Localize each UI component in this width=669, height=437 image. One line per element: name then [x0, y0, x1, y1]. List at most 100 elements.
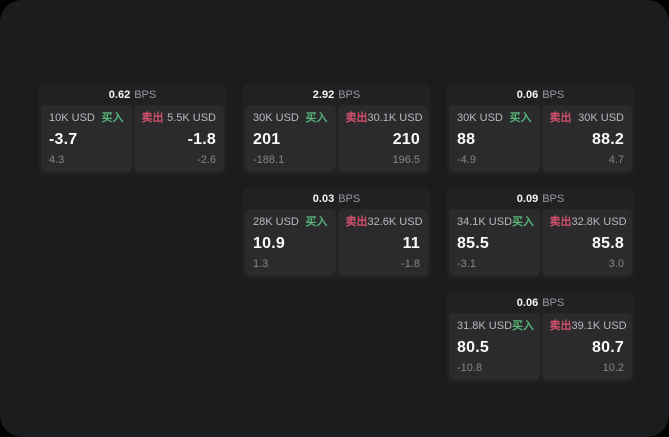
buy-side-label: 买入 [509, 112, 532, 124]
sell-price: 85.8 [592, 234, 624, 252]
buy-panel[interactable]: 30K USD 买入 88 -4.9 [449, 105, 540, 172]
sell-delta: -2.6 [197, 154, 216, 166]
sell-panel[interactable]: 卖出 32.8K USD 85.8 3.0 [541, 209, 632, 276]
buy-delta: -10.8 [457, 362, 483, 374]
bps-unit-label: BPS [542, 88, 565, 101]
quote-card: 0.06 BPS 31.8K USD 买入 80.5 -10.8 卖出 39.1… [446, 292, 635, 383]
sell-panel-header: 卖出 30.1K USD [345, 112, 423, 124]
buy-side-label: 买入 [305, 216, 328, 228]
sell-price: -1.8 [187, 130, 216, 148]
buy-side-label: 买入 [512, 216, 535, 228]
buy-delta: 1.3 [253, 258, 269, 270]
buy-price: 85.5 [457, 234, 489, 252]
buy-side-label: 买入 [305, 112, 328, 124]
quote-panels: 31.8K USD 买入 80.5 -10.8 卖出 39.1K USD 80.… [449, 313, 632, 380]
sell-panel-header: 卖出 5.5K USD [142, 112, 217, 124]
sell-amount: 39.1K USD [571, 320, 627, 332]
buy-panel[interactable]: 28K USD 买入 10.9 1.3 [245, 209, 336, 276]
bps-unit-label: BPS [338, 192, 361, 205]
quote-panels: 10K USD 买入 -3.7 4.3 卖出 5.5K USD -1.8 -2.… [41, 105, 224, 172]
card-header: 0.06 BPS [449, 292, 632, 313]
bps-value: 0.06 [516, 296, 539, 309]
buy-amount: 28K USD [253, 216, 299, 228]
bps-value: 0.62 [108, 88, 131, 101]
buy-side-label: 买入 [512, 320, 535, 332]
sell-panel[interactable]: 卖出 5.5K USD -1.8 -2.6 [133, 105, 224, 172]
buy-panel[interactable]: 10K USD 买入 -3.7 4.3 [41, 105, 132, 172]
sell-amount: 30.1K USD [367, 112, 423, 124]
bps-unit-label: BPS [542, 296, 565, 309]
bps-value: 0.03 [312, 192, 335, 205]
buy-amount: 30K USD [457, 112, 503, 124]
buy-panel-header: 30K USD 买入 [457, 112, 532, 124]
card-header: 0.03 BPS [245, 188, 428, 209]
buy-delta: -4.9 [457, 154, 476, 166]
card-header: 0.06 BPS [449, 84, 632, 105]
quote-card: 0.06 BPS 30K USD 买入 88 -4.9 卖出 30K USD 8… [446, 84, 635, 175]
sell-price: 80.7 [592, 338, 624, 356]
buy-panel-header: 30K USD 买入 [253, 112, 328, 124]
buy-amount: 30K USD [253, 112, 299, 124]
sell-side-label: 卖出 [345, 112, 368, 124]
buy-panel[interactable]: 34.1K USD 买入 85.5 -3.1 [449, 209, 540, 276]
sell-panel[interactable]: 卖出 32.6K USD 11 -1.8 [337, 209, 428, 276]
sell-panel-header: 卖出 32.8K USD [549, 216, 627, 228]
card-header: 0.62 BPS [41, 84, 224, 105]
buy-panel-header: 34.1K USD 买入 [457, 216, 535, 228]
sell-panel[interactable]: 卖出 30K USD 88.2 4.7 [541, 105, 632, 172]
cards-grid: 0.62 BPS 10K USD 买入 -3.7 4.3 卖出 5.5K USD… [38, 84, 635, 383]
buy-delta: 4.3 [49, 154, 65, 166]
buy-panel-header: 28K USD 买入 [253, 216, 328, 228]
sell-amount: 32.6K USD [367, 216, 423, 228]
sell-price: 11 [402, 234, 420, 252]
buy-price: 10.9 [253, 234, 285, 252]
card-header: 2.92 BPS [245, 84, 428, 105]
buy-panel-header: 31.8K USD 买入 [457, 320, 535, 332]
bps-value: 0.06 [516, 88, 539, 101]
sell-side-label: 卖出 [141, 112, 164, 124]
buy-side-label: 买入 [101, 112, 124, 124]
sell-price: 210 [392, 130, 420, 148]
sell-delta: 10.2 [602, 362, 624, 374]
sell-side-label: 卖出 [549, 216, 572, 228]
sell-side-label: 卖出 [345, 216, 368, 228]
bps-value: 2.92 [312, 88, 335, 101]
buy-panel[interactable]: 31.8K USD 买入 80.5 -10.8 [449, 313, 540, 380]
sell-panel[interactable]: 卖出 30.1K USD 210 196.5 [337, 105, 428, 172]
bps-value: 0.09 [516, 192, 539, 205]
buy-price: 201 [253, 130, 281, 148]
buy-delta: -3.1 [457, 258, 476, 270]
bps-unit-label: BPS [338, 88, 361, 101]
sell-side-label: 卖出 [549, 320, 572, 332]
buy-price: 88 [457, 130, 476, 148]
sell-panel-header: 卖出 32.6K USD [345, 216, 423, 228]
quote-card: 0.62 BPS 10K USD 买入 -3.7 4.3 卖出 5.5K USD… [38, 84, 227, 175]
buy-panel[interactable]: 30K USD 买入 201 -188.1 [245, 105, 336, 172]
sell-panel-header: 卖出 39.1K USD [549, 320, 627, 332]
quote-card: 0.09 BPS 34.1K USD 买入 85.5 -3.1 卖出 32.8K… [446, 188, 635, 279]
sell-delta: 3.0 [608, 258, 624, 270]
sell-amount: 30K USD [578, 112, 624, 124]
sell-delta: 4.7 [608, 154, 624, 166]
sell-panel[interactable]: 卖出 39.1K USD 80.7 10.2 [541, 313, 632, 380]
card-header: 0.09 BPS [449, 188, 632, 209]
buy-amount: 31.8K USD [457, 320, 513, 332]
sell-delta: -1.8 [401, 258, 420, 270]
buy-amount: 10K USD [49, 112, 95, 124]
quote-panels: 30K USD 买入 201 -188.1 卖出 30.1K USD 210 1… [245, 105, 428, 172]
sell-side-label: 卖出 [549, 112, 572, 124]
buy-delta: -188.1 [253, 154, 285, 166]
quote-panels: 34.1K USD 买入 85.5 -3.1 卖出 32.8K USD 85.8… [449, 209, 632, 276]
buy-price: -3.7 [49, 130, 78, 148]
sell-price: 88.2 [592, 130, 624, 148]
quote-card: 0.03 BPS 28K USD 买入 10.9 1.3 卖出 32.6K US… [242, 188, 431, 279]
buy-panel-header: 10K USD 买入 [49, 112, 124, 124]
sell-amount: 32.8K USD [571, 216, 627, 228]
sell-panel-header: 卖出 30K USD [550, 112, 625, 124]
bps-unit-label: BPS [134, 88, 157, 101]
buy-amount: 34.1K USD [457, 216, 513, 228]
bps-unit-label: BPS [542, 192, 565, 205]
quote-panels: 28K USD 买入 10.9 1.3 卖出 32.6K USD 11 -1.8 [245, 209, 428, 276]
quote-card: 2.92 BPS 30K USD 买入 201 -188.1 卖出 30.1K … [242, 84, 431, 175]
sell-delta: 196.5 [392, 154, 420, 166]
